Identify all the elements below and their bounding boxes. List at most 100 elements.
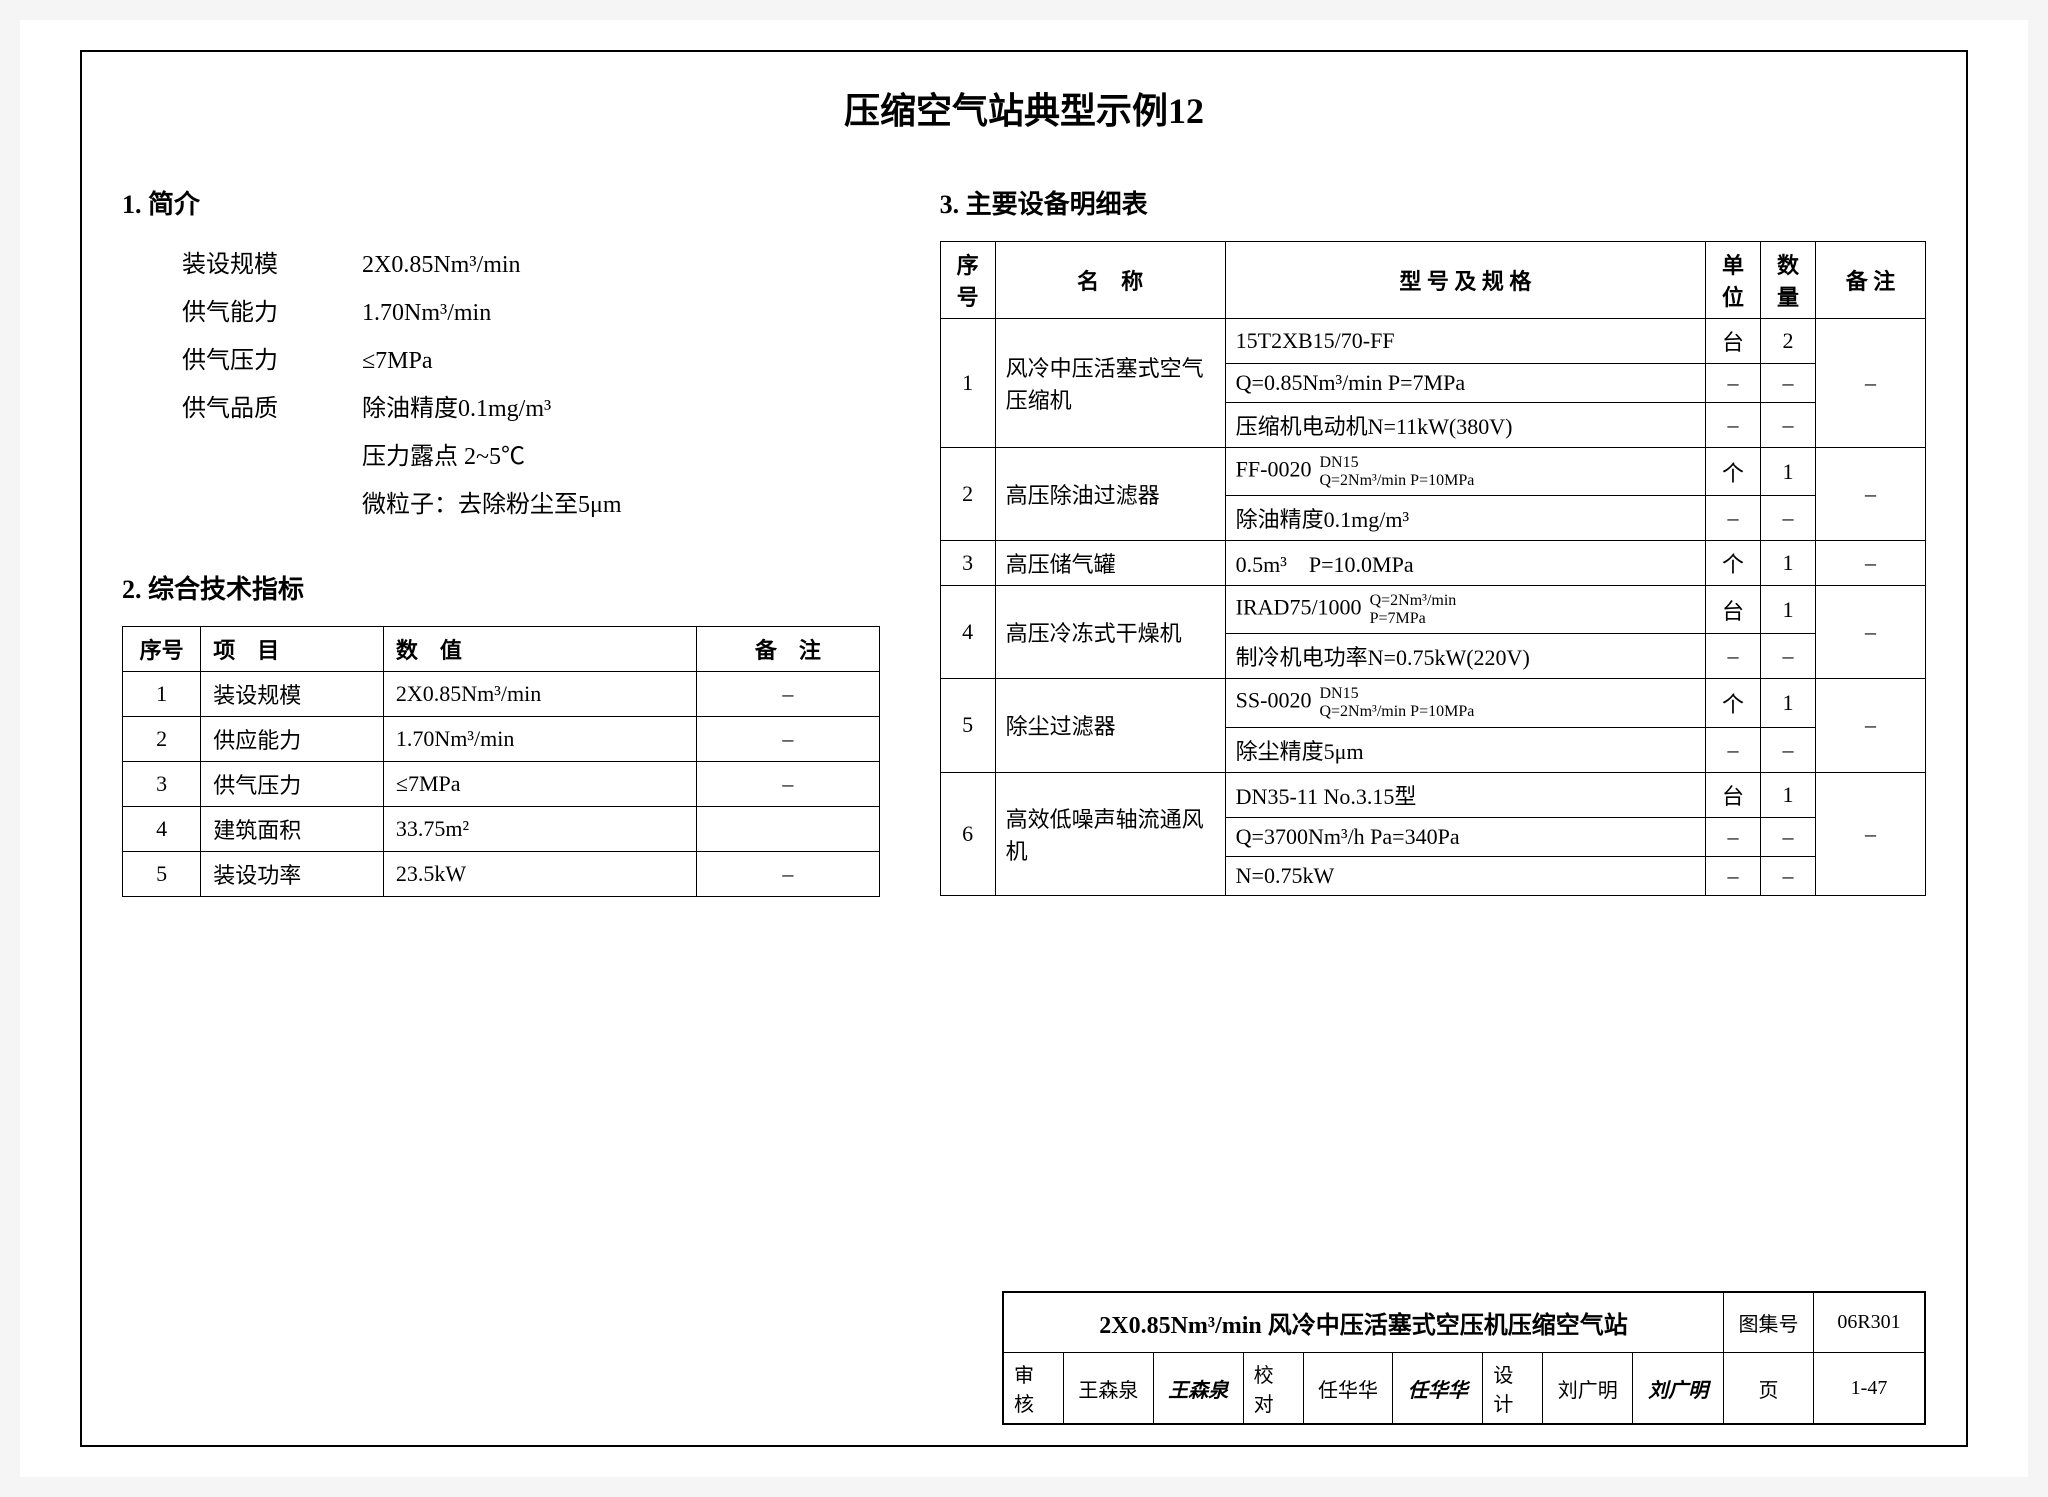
role-signature: 王森泉: [1154, 1353, 1244, 1423]
role-signature: 任华华: [1393, 1353, 1483, 1423]
table-cell: ≤7MPa: [383, 762, 696, 807]
table-cell-spec: FF-0020DN15Q=2Nm³/min P=10MPa: [1225, 448, 1705, 496]
table-cell: [697, 807, 880, 852]
table-row: 4建筑面积33.75m²: [123, 807, 880, 852]
table-cell-name: 高效低噪声轴流通风机: [995, 772, 1225, 895]
table-cell-qty: –: [1761, 496, 1816, 541]
table-cell: 1: [123, 672, 201, 717]
role-label: 审核: [1004, 1353, 1064, 1423]
table-cell-spec: DN35-11 No.3.15型: [1225, 772, 1705, 817]
table-cell-unit: –: [1706, 817, 1761, 856]
role-name: 刘广明: [1543, 1353, 1633, 1423]
section1-heading: 1. 简介: [122, 184, 880, 221]
table-cell-unit: 台: [1706, 586, 1761, 634]
table-row: 4高压冷冻式干燥机IRAD75/1000Q=2Nm³/minP=7MPa台1–: [940, 586, 1925, 634]
table-cell-spec: SS-0020DN15Q=2Nm³/min P=10MPa: [1225, 679, 1705, 727]
intro-value: 除油精度0.1mg/m³: [362, 385, 880, 433]
table-cell-unit: 个: [1706, 541, 1761, 586]
table-cell-spec: 0.5m³ P=10.0MPa: [1225, 541, 1705, 586]
role-label: 设计: [1483, 1353, 1543, 1423]
intro-value: 2X0.85Nm³/min: [362, 241, 880, 289]
page: 压缩空气站典型示例12 1. 简介 装设规模2X0.85Nm³/min供气能力1…: [20, 20, 2028, 1477]
table-row: 5装设功率23.5kW–: [123, 852, 880, 897]
tech-index-table: 序号项 目数 值备 注 1装设规模2X0.85Nm³/min–2供应能力1.70…: [122, 626, 880, 897]
table-cell-index: 5: [940, 679, 995, 772]
table-cell-unit: –: [1706, 403, 1761, 448]
left-column: 1. 简介 装设规模2X0.85Nm³/min供气能力1.70Nm³/min供气…: [122, 184, 880, 897]
role-name: 任华华: [1304, 1353, 1394, 1423]
page-title: 压缩空气站典型示例12: [122, 82, 1926, 134]
intro-value: ≤7MPa: [362, 337, 880, 385]
table-cell-spec: 除油精度0.1mg/m³: [1225, 496, 1705, 541]
section3-heading: 3. 主要设备明细表: [940, 184, 1926, 221]
table-cell-qty: –: [1761, 727, 1816, 772]
table-cell: 供应能力: [201, 717, 384, 762]
table-cell-unit: –: [1706, 364, 1761, 403]
role-name: 王森泉: [1064, 1353, 1154, 1423]
table-cell-name: 除尘过滤器: [995, 679, 1225, 772]
table-cell: 装设功率: [201, 852, 384, 897]
table-cell-note: –: [1816, 679, 1926, 772]
spec-subtext: DN15Q=2Nm³/min P=10MPa: [1319, 685, 1474, 720]
table-cell: –: [697, 762, 880, 807]
table-cell: 3: [123, 762, 201, 807]
table-row: 1风冷中压活塞式空气压缩机15T2XB15/70-FF台2–: [940, 319, 1925, 364]
table-cell: 33.75m²: [383, 807, 696, 852]
table-cell-qty: –: [1761, 634, 1816, 679]
intro-value: 1.70Nm³/min: [362, 289, 880, 337]
titleblock-description: 2X0.85Nm³/min 风冷中压活塞式空压机压缩空气站: [1004, 1293, 1724, 1352]
intro-extra-line: 压力露点 2~5℃: [362, 433, 880, 481]
title-block: 2X0.85Nm³/min 风冷中压活塞式空压机压缩空气站 图集号 06R301…: [1002, 1291, 1926, 1425]
table-cell-index: 3: [940, 541, 995, 586]
table-header-cell: 单位: [1706, 242, 1761, 319]
table-header-cell: 数量: [1761, 242, 1816, 319]
table-cell-name: 高压冷冻式干燥机: [995, 586, 1225, 679]
table-header-cell: 序号: [940, 242, 995, 319]
intro-row: 装设规模2X0.85Nm³/min: [182, 241, 880, 289]
table-cell: –: [697, 852, 880, 897]
spec-subtext: DN15Q=2Nm³/min P=10MPa: [1319, 454, 1474, 489]
intro-label: 供气品质: [182, 385, 362, 433]
spec-subtext: Q=2Nm³/minP=7MPa: [1370, 592, 1457, 627]
table-row: 5除尘过滤器SS-0020DN15Q=2Nm³/min P=10MPa个1–: [940, 679, 1925, 727]
table-header-cell: 备 注: [697, 627, 880, 672]
table-cell: –: [697, 672, 880, 717]
intro-label: 供气压力: [182, 337, 362, 385]
table-header-cell: 名 称: [995, 242, 1225, 319]
table-cell-qty: 1: [1761, 541, 1816, 586]
table-cell-note: –: [1816, 448, 1926, 541]
table-row: 1装设规模2X0.85Nm³/min–: [123, 672, 880, 717]
table-cell-unit: –: [1706, 856, 1761, 895]
table-cell-index: 6: [940, 772, 995, 895]
table-header-cell: 项 目: [201, 627, 384, 672]
table-cell-spec: Q=3700Nm³/h Pa=340Pa: [1225, 817, 1705, 856]
table-header-cell: 型 号 及 规 格: [1225, 242, 1705, 319]
intro-extra-line: 微粒子：去除粉尘至5μm: [362, 481, 880, 529]
equipment-table: 序号名 称型 号 及 规 格单位数量备 注 1风冷中压活塞式空气压缩机15T2X…: [940, 241, 1926, 896]
table-cell: 建筑面积: [201, 807, 384, 852]
table-cell-note: –: [1816, 319, 1926, 448]
table-cell-spec: 15T2XB15/70-FF: [1225, 319, 1705, 364]
table-cell-unit: 个: [1706, 679, 1761, 727]
table-cell-qty: –: [1761, 817, 1816, 856]
table-cell-index: 4: [940, 586, 995, 679]
right-column: 3. 主要设备明细表 序号名 称型 号 及 规 格单位数量备 注 1风冷中压活塞…: [940, 184, 1926, 897]
table-cell-qty: –: [1761, 403, 1816, 448]
table-cell-unit: –: [1706, 634, 1761, 679]
table-cell-qty: 2: [1761, 319, 1816, 364]
intro-row: 供气品质除油精度0.1mg/m³: [182, 385, 880, 433]
table-cell-note: –: [1816, 541, 1926, 586]
role-label: 校对: [1244, 1353, 1304, 1423]
table-cell-index: 2: [940, 448, 995, 541]
table-cell-unit: 台: [1706, 319, 1761, 364]
table-row: 3高压储气罐0.5m³ P=10.0MPa个1–: [940, 541, 1925, 586]
table-cell-qty: –: [1761, 364, 1816, 403]
set-number-value: 06R301: [1814, 1293, 1924, 1352]
table-cell: 4: [123, 807, 201, 852]
table-cell: 23.5kW: [383, 852, 696, 897]
table-row: 3供气压力≤7MPa–: [123, 762, 880, 807]
table-header-cell: 备 注: [1816, 242, 1926, 319]
table-cell-unit: 个: [1706, 448, 1761, 496]
table-cell-qty: 1: [1761, 448, 1816, 496]
section2-heading: 2. 综合技术指标: [122, 569, 880, 606]
